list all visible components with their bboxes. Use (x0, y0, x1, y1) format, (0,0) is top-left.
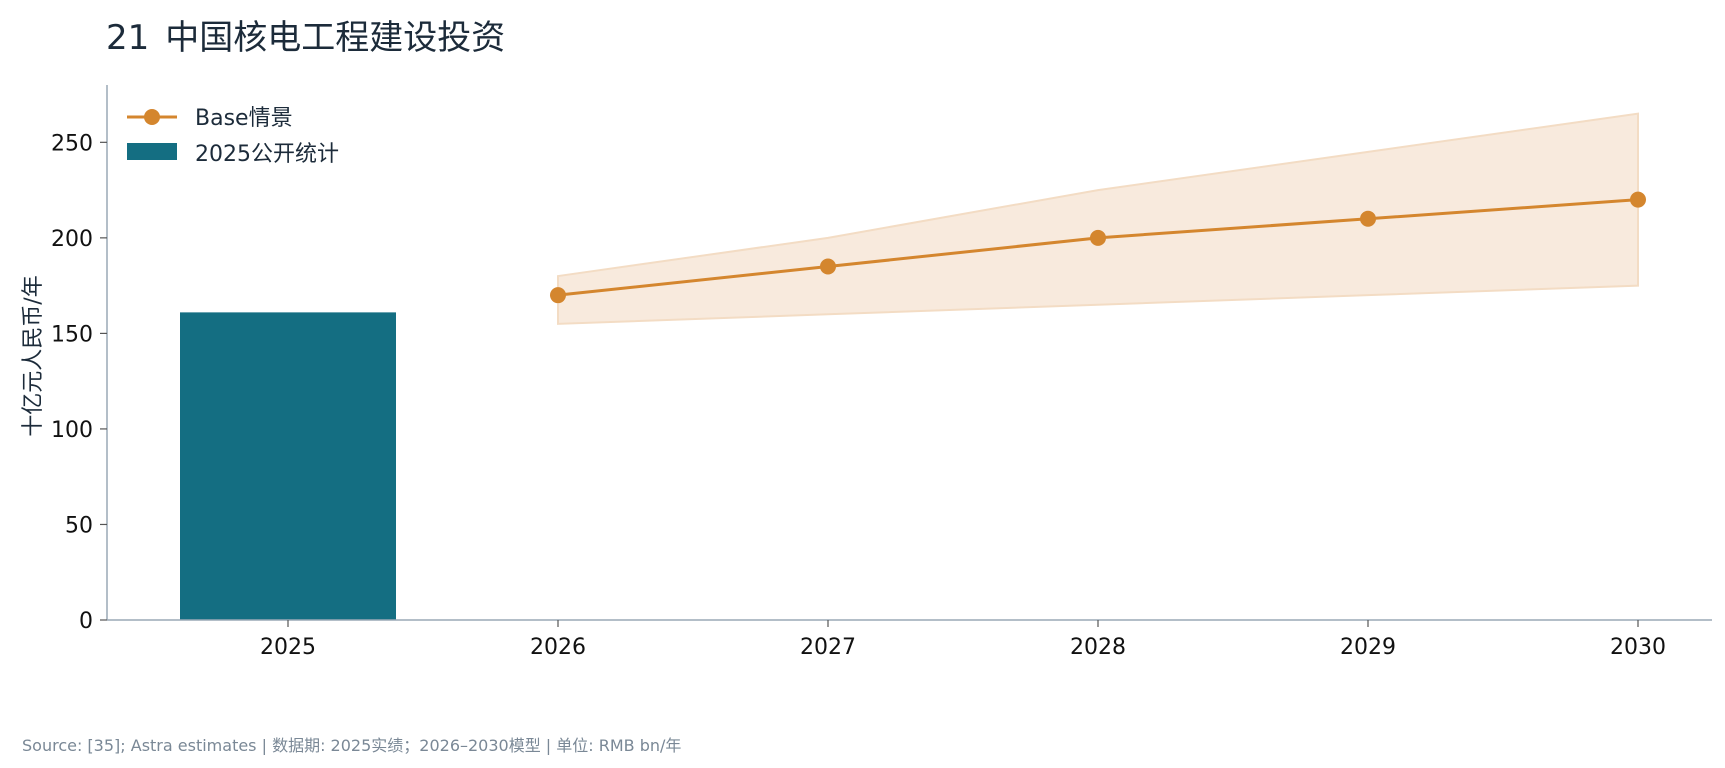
line-layer (550, 191, 1646, 304)
chart-title: 21 中国核电工程建设投资 (106, 10, 505, 59)
x-tick-label: 2029 (1340, 635, 1396, 660)
bar-layer (180, 312, 396, 620)
chart-number: 21 (106, 18, 150, 58)
base-point-2028 (1090, 229, 1106, 246)
base-point-2026 (550, 287, 566, 304)
base-point-2030 (1630, 191, 1646, 208)
x-tick-label: 2028 (1070, 635, 1126, 660)
legend-label-base: Base情景 (195, 106, 293, 131)
x-tick-label: 2026 (530, 635, 586, 660)
y-tick-label: 200 (51, 227, 93, 252)
y-tick-label: 150 (51, 322, 93, 347)
x-tick-label: 2027 (800, 635, 856, 660)
bar-2025 (180, 312, 396, 620)
legend-label-stat: 2025公开统计 (195, 142, 339, 167)
base-point-2029 (1360, 210, 1376, 227)
y-tick-label: 50 (65, 513, 93, 538)
legend-line-marker (144, 109, 160, 125)
x-tick-label: 2030 (1610, 635, 1666, 660)
legend: Base情景 2025公开统计 (127, 106, 339, 167)
y-axis-title: 十亿元人民币/年 (21, 275, 46, 436)
band-layer (557, 112, 1639, 325)
x-tick-label: 2025 (260, 635, 316, 660)
source-note: Source: [35]; Astra estimates | 数据期: 202… (22, 736, 682, 755)
axis-layer: 0 50 100 150 200 250 2025 2026 2027 2028 2029 2030 (51, 85, 1712, 660)
scenario-range-band (557, 112, 1639, 325)
y-tick-label: 250 (51, 131, 93, 156)
y-tick-label: 100 (51, 418, 93, 443)
y-tick-label: 0 (79, 609, 93, 634)
base-point-2027 (820, 258, 836, 275)
chart-title-text: 中国核电工程建设投资 (165, 18, 506, 58)
legend-bar-swatch (127, 143, 177, 160)
